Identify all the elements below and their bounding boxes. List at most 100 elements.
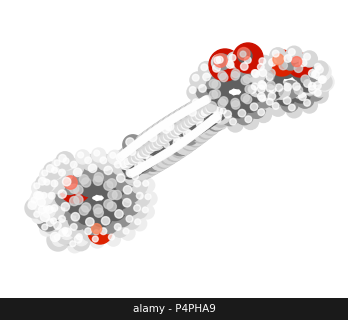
Circle shape (82, 226, 98, 242)
Circle shape (104, 166, 112, 175)
Circle shape (264, 66, 284, 86)
Circle shape (167, 128, 177, 138)
Circle shape (157, 135, 167, 145)
Circle shape (153, 134, 174, 154)
Circle shape (166, 147, 174, 155)
Circle shape (129, 170, 145, 186)
Circle shape (136, 165, 144, 172)
Circle shape (145, 131, 153, 139)
Circle shape (92, 228, 104, 240)
Circle shape (227, 116, 243, 132)
Circle shape (196, 126, 203, 134)
Circle shape (209, 49, 241, 81)
Circle shape (218, 71, 227, 80)
Circle shape (70, 161, 77, 168)
Circle shape (214, 57, 221, 64)
Circle shape (142, 162, 150, 169)
Circle shape (187, 105, 194, 113)
Circle shape (150, 128, 158, 135)
Circle shape (52, 232, 66, 246)
Circle shape (138, 159, 145, 166)
Circle shape (249, 81, 265, 97)
Circle shape (269, 86, 276, 93)
Circle shape (68, 239, 82, 253)
Circle shape (304, 53, 310, 60)
Circle shape (231, 98, 239, 107)
Circle shape (206, 118, 213, 126)
Circle shape (312, 61, 328, 77)
Circle shape (163, 119, 182, 139)
Circle shape (309, 69, 316, 77)
Circle shape (186, 129, 204, 147)
Circle shape (245, 85, 253, 93)
Circle shape (256, 92, 272, 108)
Circle shape (59, 169, 65, 176)
Circle shape (140, 159, 157, 177)
Circle shape (51, 219, 69, 237)
Circle shape (50, 218, 56, 224)
Circle shape (146, 142, 156, 152)
Circle shape (83, 215, 103, 235)
Circle shape (155, 154, 163, 162)
Circle shape (141, 158, 159, 176)
Circle shape (76, 172, 98, 193)
Circle shape (132, 142, 139, 149)
Circle shape (203, 107, 211, 115)
Circle shape (32, 181, 46, 195)
Circle shape (44, 162, 62, 180)
Circle shape (184, 135, 191, 143)
Circle shape (182, 116, 202, 135)
Circle shape (40, 168, 54, 182)
Circle shape (241, 76, 250, 85)
Circle shape (130, 143, 137, 150)
Circle shape (168, 125, 188, 145)
Circle shape (196, 100, 203, 107)
Circle shape (171, 128, 179, 136)
Circle shape (206, 113, 224, 131)
Circle shape (59, 171, 91, 203)
Circle shape (149, 124, 167, 142)
Circle shape (67, 184, 73, 190)
Circle shape (90, 173, 112, 195)
Circle shape (258, 93, 265, 100)
Circle shape (186, 106, 204, 124)
Circle shape (64, 176, 77, 189)
Circle shape (145, 130, 165, 150)
Circle shape (161, 146, 180, 164)
Circle shape (34, 192, 41, 199)
Circle shape (144, 160, 151, 168)
Circle shape (37, 209, 59, 231)
Circle shape (301, 77, 319, 95)
Circle shape (146, 159, 153, 167)
Circle shape (240, 51, 246, 57)
Circle shape (286, 102, 302, 118)
Circle shape (201, 123, 208, 130)
Circle shape (34, 183, 40, 189)
Circle shape (170, 115, 177, 122)
Circle shape (189, 113, 199, 124)
Circle shape (122, 144, 140, 162)
Circle shape (135, 166, 142, 173)
Circle shape (153, 140, 161, 148)
Circle shape (152, 151, 170, 169)
Circle shape (68, 221, 84, 237)
Circle shape (150, 133, 174, 157)
Circle shape (174, 134, 195, 154)
Circle shape (81, 178, 91, 187)
Circle shape (292, 57, 302, 67)
Circle shape (70, 224, 77, 230)
Circle shape (184, 130, 202, 148)
Circle shape (78, 152, 84, 158)
Circle shape (249, 86, 256, 93)
Circle shape (284, 83, 292, 91)
Circle shape (153, 137, 164, 147)
Circle shape (126, 166, 144, 184)
Circle shape (280, 94, 299, 112)
Circle shape (123, 186, 132, 194)
Circle shape (203, 101, 223, 121)
Circle shape (172, 139, 190, 157)
Circle shape (72, 233, 90, 251)
Circle shape (139, 164, 146, 171)
Circle shape (34, 195, 54, 215)
Circle shape (44, 206, 49, 212)
